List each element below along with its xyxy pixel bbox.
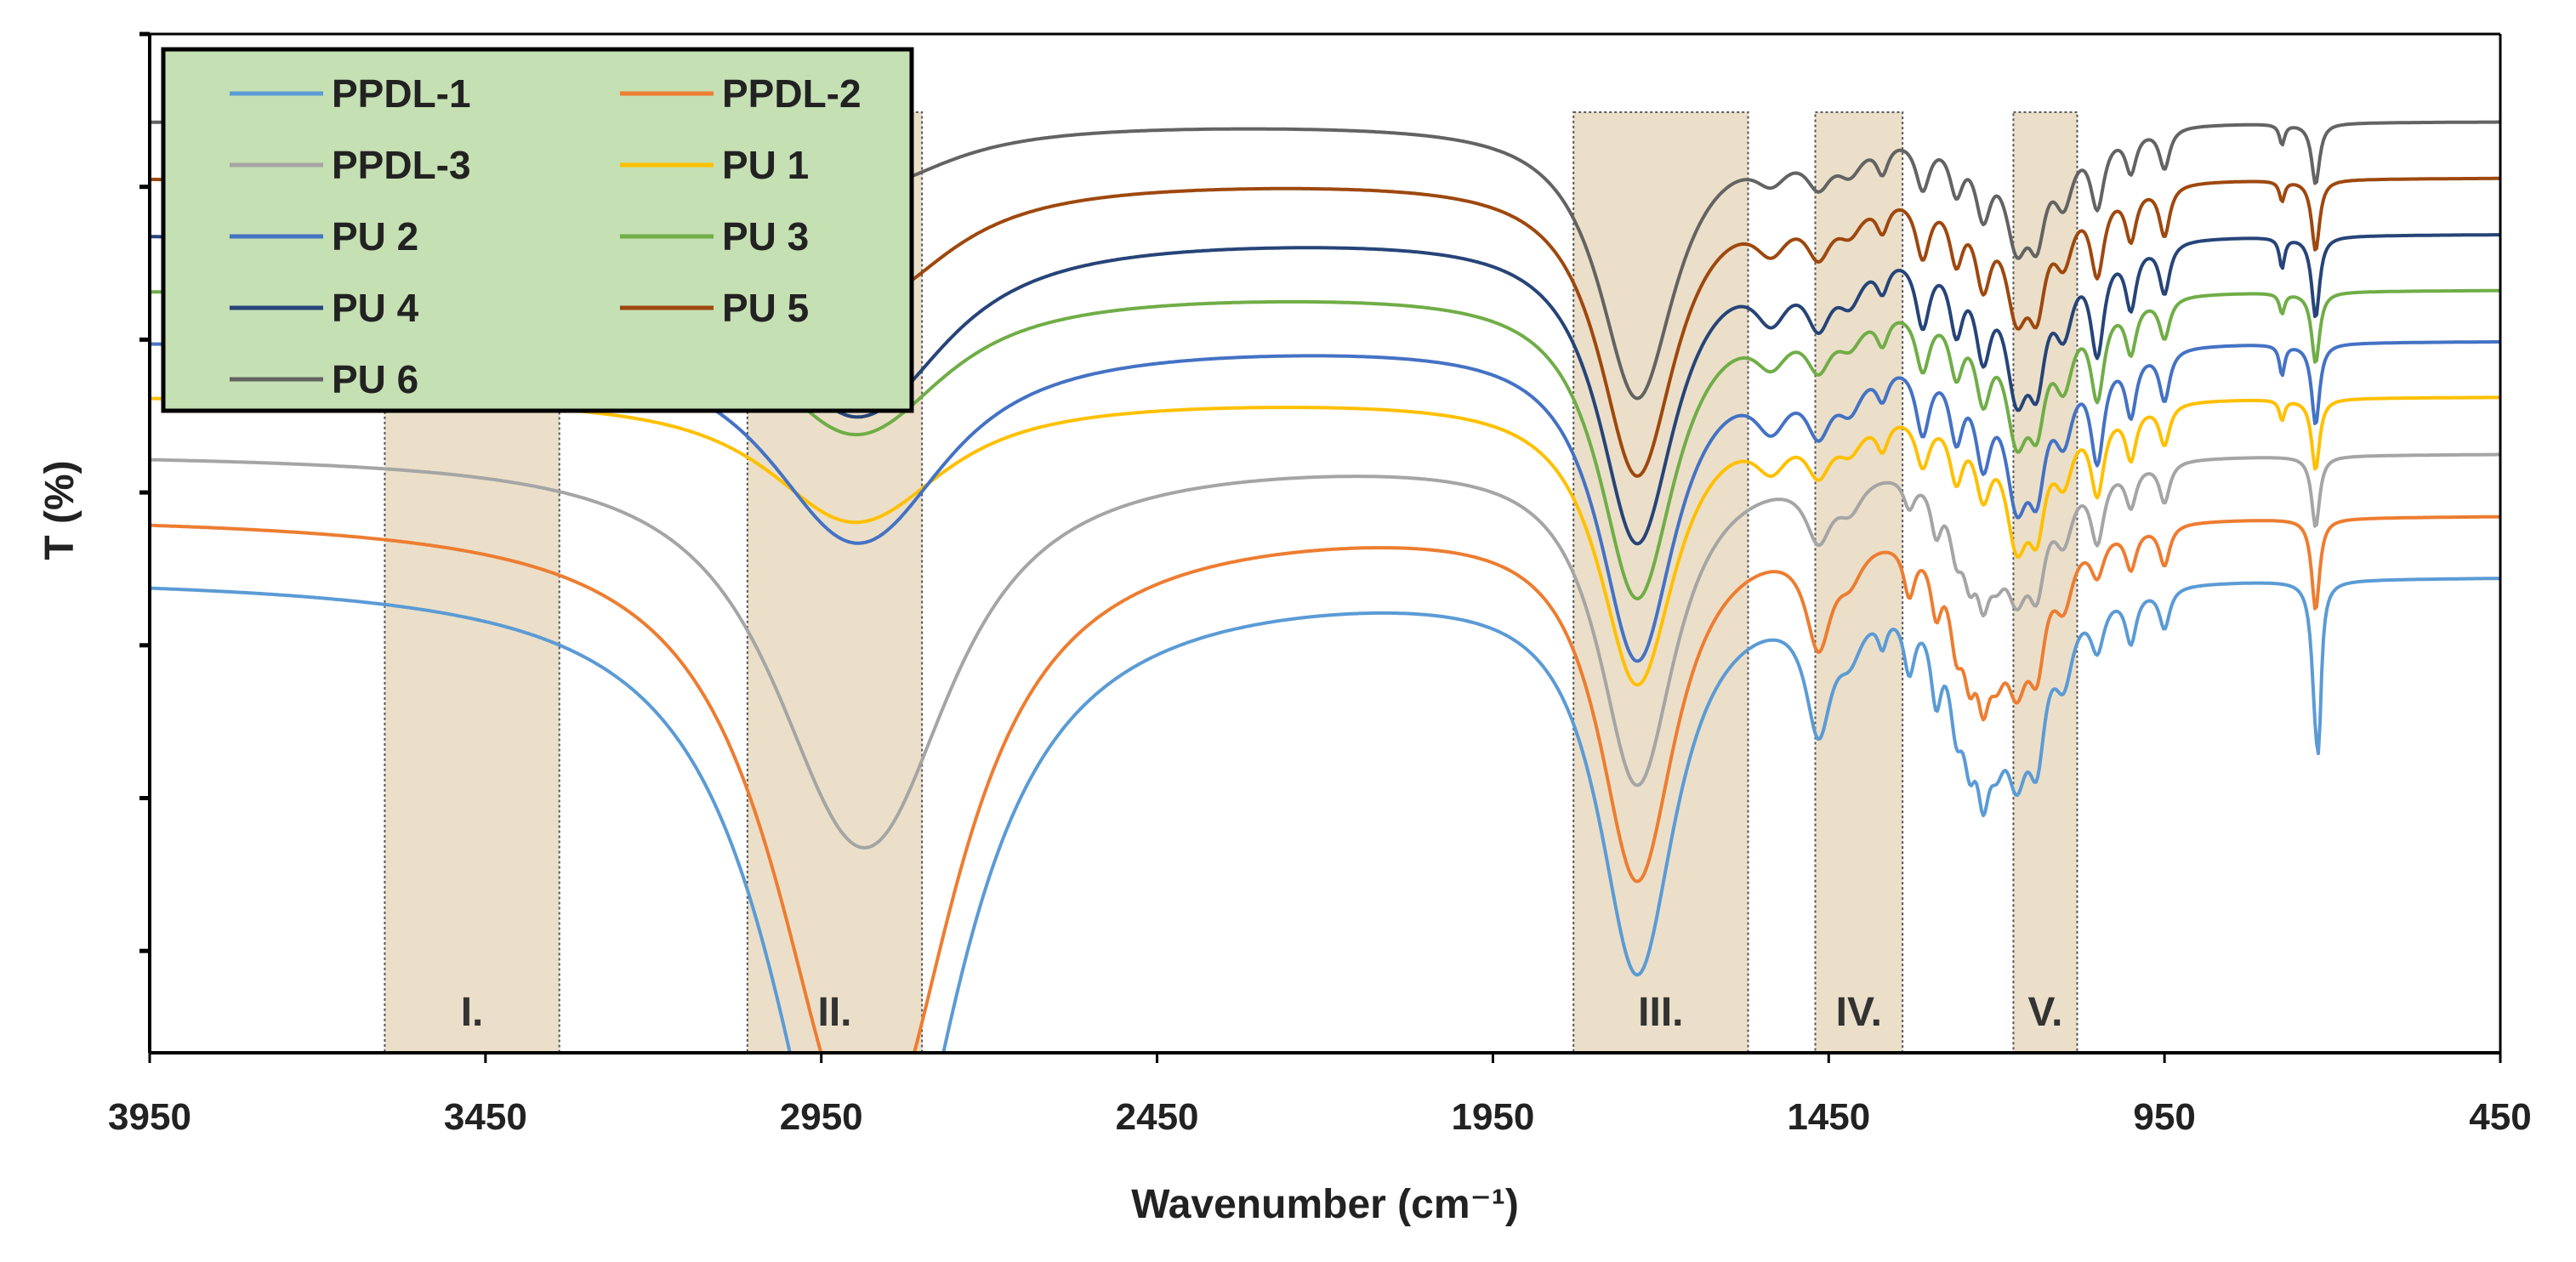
x-tick-label: 950	[2133, 1096, 2195, 1138]
legend-item: PU 3	[620, 214, 809, 259]
legend-box	[161, 47, 914, 413]
legend-label: PU 4	[332, 286, 419, 330]
legend-label: PU 5	[722, 286, 809, 330]
x-axis-title: Wavenumber (cm⁻¹)	[1131, 1182, 1519, 1227]
x-ticks: 3950 3450 2950 2450 1950 1450 950 450	[108, 1053, 2532, 1138]
legend-label: PPDL-2	[722, 71, 862, 116]
legend-label: PU 6	[332, 357, 418, 401]
legend-item: PU 2	[230, 214, 418, 259]
legend-item: PPDL-1	[230, 71, 471, 116]
x-tick-label: 2450	[1116, 1096, 1199, 1138]
legend-item: PPDL-2	[620, 71, 862, 116]
x-tick-label: 450	[2469, 1096, 2531, 1138]
legend-label: PPDL-1	[332, 71, 471, 116]
legend-label: PU 1	[722, 143, 809, 187]
region-3: III.	[1572, 111, 1749, 1055]
legend-label: PU 2	[332, 214, 418, 259]
legend: PPDL-1 PPDL-2 PPDL-3 PU 1 PU 2 PU 3 PU 4 PU 5 PU…	[161, 47, 914, 413]
x-tick-label: 3450	[444, 1096, 527, 1138]
y-ticks	[139, 31, 150, 953]
series-line-ppdl-2	[150, 514, 2500, 1053]
region-label: II.	[818, 990, 852, 1035]
series-line-ppdl-1	[150, 577, 2500, 1053]
legend-item: PPDL-3	[230, 143, 471, 187]
region-label: III.	[1638, 990, 1683, 1035]
region-label: V.	[2027, 990, 2062, 1035]
legend-item: PU 4	[230, 286, 419, 330]
region-band	[1572, 111, 1749, 1055]
x-tick-label: 2950	[780, 1096, 863, 1138]
legend-label: PU 3	[722, 214, 809, 259]
legend-item: PU 1	[620, 143, 809, 187]
legend-item: PU 6	[230, 357, 418, 401]
x-tick-label: 3950	[108, 1096, 191, 1138]
series-line-ppdl-3	[150, 452, 2500, 850]
region-label: IV.	[1836, 990, 1882, 1035]
axes	[148, 32, 2502, 1055]
legend-item: PU 5	[620, 286, 809, 330]
x-tick-label: 1450	[1787, 1096, 1870, 1138]
region-band	[1814, 111, 1904, 1055]
region-label: I.	[461, 990, 484, 1035]
y-axis-title: T (%)	[37, 460, 82, 560]
x-tick-label: 1950	[1451, 1096, 1534, 1138]
legend-label: PPDL-3	[332, 143, 471, 187]
region-4: IV.	[1814, 111, 1904, 1055]
